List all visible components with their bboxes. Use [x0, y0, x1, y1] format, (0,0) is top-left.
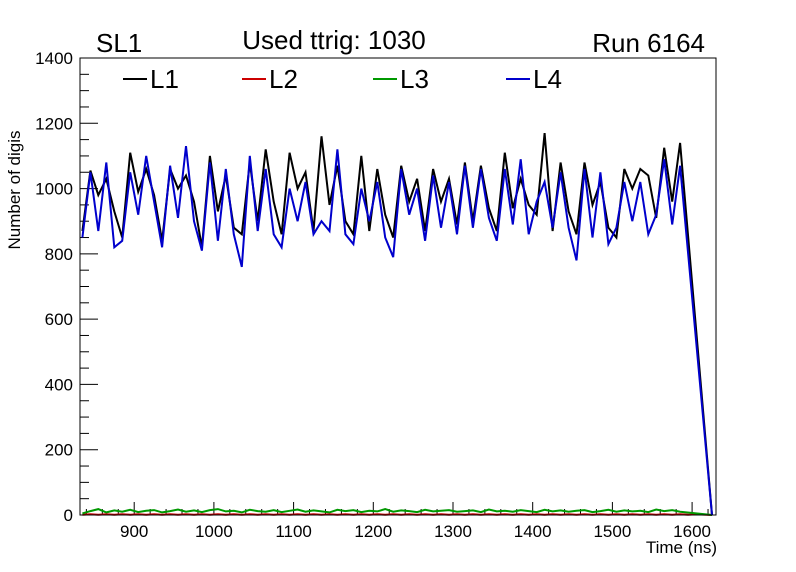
series-line-l2	[82, 513, 713, 516]
x-axis-label: Time (ns)	[646, 538, 717, 557]
y-tick-label: 400	[45, 375, 73, 394]
y-tick-label: 1200	[35, 114, 73, 133]
x-tick-label: 1600	[673, 522, 711, 541]
series-layer	[81, 133, 713, 516]
legend-label: L3	[400, 64, 429, 94]
legend: L1 L2 L3 L4	[123, 64, 562, 94]
series-line-l4	[81, 145, 713, 516]
x-tick-label: 1100	[275, 522, 312, 541]
top-right-label: Run 6164	[592, 28, 705, 58]
legend-label: L2	[269, 64, 298, 94]
y-tick-label: 1000	[35, 180, 73, 199]
series-line-l3	[82, 508, 713, 516]
chart-title: Used ttrig: 1030	[242, 25, 426, 55]
y-axis-label: Number of digis	[5, 130, 24, 249]
y-tick-label: 0	[64, 506, 73, 525]
plot-frame	[79, 57, 717, 516]
x-tick-label: 900	[120, 522, 148, 541]
y-tick-label: 200	[45, 441, 73, 460]
y-tick-label: 800	[45, 245, 73, 264]
x-tick-label: 1400	[514, 522, 552, 541]
legend-label: L4	[533, 64, 562, 94]
top-left-label: SL1	[96, 28, 142, 58]
axis-ticks: 900 1000 1100 1200 1300 1400 1500 1600 0 200 400 60…	[35, 49, 711, 541]
x-tick-label: 1500	[593, 522, 631, 541]
legend-entry-l2: L2	[242, 64, 298, 94]
x-tick-label: 1200	[354, 522, 392, 541]
legend-entry-l1: L1	[123, 64, 179, 94]
legend-entry-l3: L3	[373, 64, 429, 94]
series-line-l1	[81, 133, 713, 516]
y-tick-label: 1400	[35, 49, 73, 68]
x-tick-label: 1000	[195, 522, 233, 541]
legend-entry-l4: L4	[506, 64, 562, 94]
legend-label: L1	[150, 64, 179, 94]
x-tick-label: 1300	[434, 522, 472, 541]
y-tick-label: 600	[45, 310, 73, 329]
